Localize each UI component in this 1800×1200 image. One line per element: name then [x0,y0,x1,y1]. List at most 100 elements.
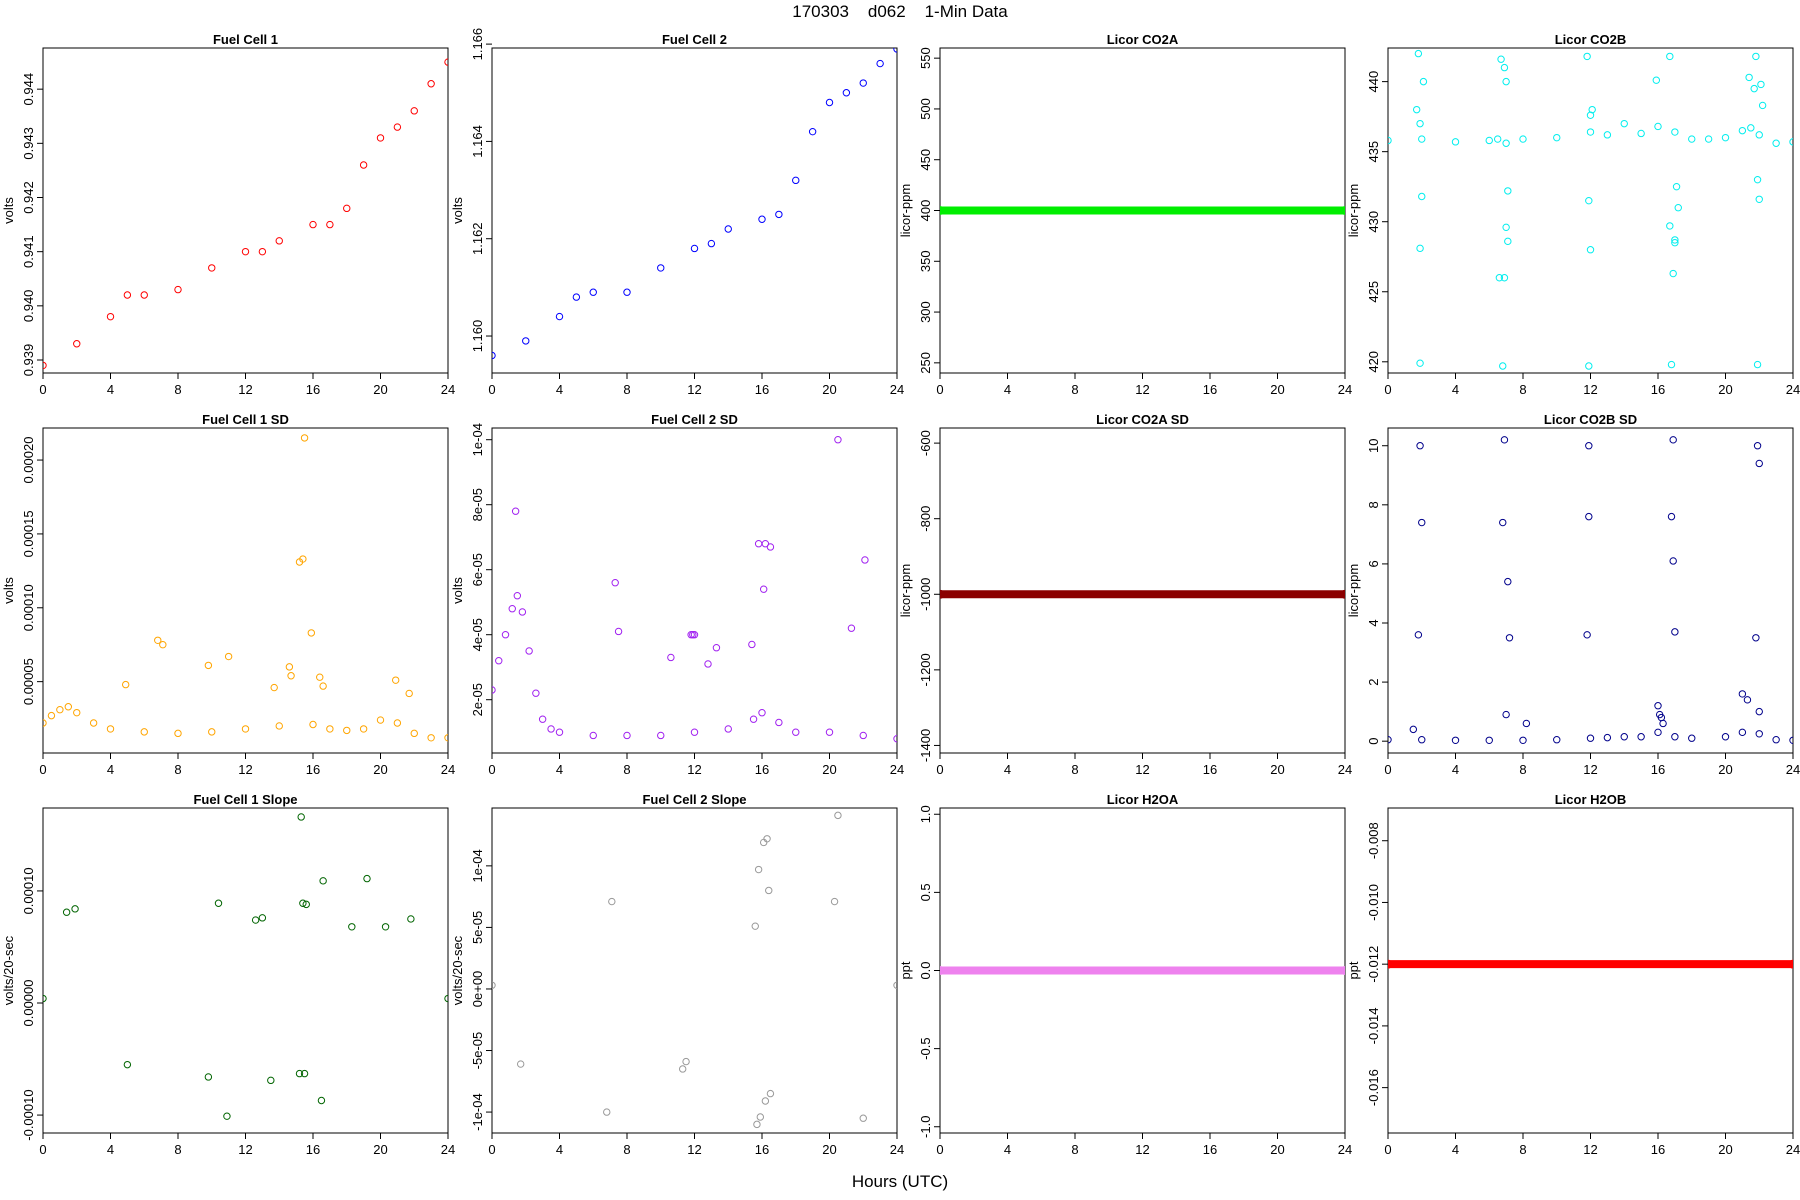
y-tick-label: -0.014 [1366,1007,1381,1044]
data-point [174,729,182,738]
data-point [1585,442,1593,450]
data-point [343,204,351,213]
data-point [1502,77,1510,86]
data-point [1669,557,1677,565]
x-tick-label: 8 [623,1142,630,1157]
y-tick-label: -0.012 [1366,946,1381,983]
data-point [724,225,732,233]
data-point [834,436,842,444]
data-point [1416,442,1424,450]
x-tick-label: 12 [1583,382,1597,397]
data-point [893,735,897,743]
data-point [224,652,233,661]
data-point [1745,73,1753,82]
plot-frame [491,807,898,1134]
data-point [1738,728,1747,737]
y-tick-label: 350 [918,250,933,272]
y-axis-label: licor-ppm [1346,184,1361,237]
data-layer [43,58,448,370]
data-point [532,689,540,697]
data-point [241,725,250,733]
x-tick-label: 12 [687,382,701,397]
y-tick-label: -1400 [918,729,933,762]
data-point [1505,634,1514,642]
y-tick-label: 0.944 [21,73,36,106]
y-tick-label: 4e-05 [470,618,485,651]
data-point [326,725,334,733]
x-tick-label: 20 [1270,1142,1284,1157]
data-point [43,994,47,1003]
x-tick-label: 24 [890,1142,904,1157]
data-point [299,899,307,907]
data-point [1414,631,1423,639]
data-point [1586,734,1595,742]
data-point [1772,736,1780,744]
data-point [241,247,250,256]
x-tick-label: 12 [1135,382,1149,397]
panel-title: Fuel Cell 2 SD [651,412,738,427]
x-tick-label: 4 [1452,762,1459,777]
y-tick-label: 1.166 [470,28,485,61]
data-point [208,728,216,736]
data-point [792,728,800,736]
x-tick-label: 4 [1004,762,1011,777]
panel-co2asd: Licor CO2A SD 0 4 8 12 16 20 24 -1400 -1200 -1000 -… [898,412,1352,777]
data-point [307,629,316,637]
panel-title: Licor CO2A SD [1096,412,1189,427]
data-point [759,585,768,593]
y-tick-label: -0.016 [1366,1069,1381,1106]
data-point [1418,518,1426,527]
y-axis-label: volts [450,197,465,224]
data-point [1620,119,1628,128]
data-point [405,689,413,698]
y-tick-label: -1000 [918,578,933,611]
x-tick-label: 0 [1384,382,1391,397]
data-point [511,507,520,515]
data-point [295,1069,304,1078]
y-tick-label: 425 [1366,281,1381,303]
data-point [572,293,581,301]
data-point [154,636,162,644]
data-point [1659,719,1667,728]
data-point [285,663,294,671]
y-tick-label: -0.010 [1366,884,1381,921]
x-tick-label: 24 [1338,762,1352,777]
data-point [174,285,182,294]
data-point [1419,77,1428,86]
data-point [1671,239,1679,247]
x-tick-label: 12 [1583,762,1597,777]
data-point [501,631,510,639]
data-point [71,905,79,913]
y-tick-label: 0.00020 [21,437,36,484]
data-point [830,897,839,906]
data-point [859,1114,867,1122]
data-point [1637,129,1645,138]
panel-title: Licor CO2B [1555,32,1627,47]
data-point [106,312,115,321]
data-point [538,715,547,723]
x-tick-label: 12 [1583,1142,1597,1157]
data-point [1502,223,1510,232]
data-point [859,79,867,87]
data-point [513,592,522,600]
data-point [407,915,415,923]
data-point [1755,707,1763,716]
data-point [317,1096,326,1105]
x-tick-label: 4 [1004,382,1011,397]
data-point [1500,436,1509,444]
data-point [123,291,132,299]
data-point [1504,577,1512,586]
data-point [326,220,334,229]
x-tick-label: 16 [306,1142,320,1157]
data-point [1738,126,1747,135]
data-point [751,922,759,930]
data-point [859,731,867,740]
data-point [1654,702,1662,710]
data-point [1755,459,1763,468]
data-point [1414,49,1423,58]
data-point [1747,124,1755,132]
x-tick-label: 0 [488,382,495,397]
y-tick-label: 1.162 [470,222,485,255]
plot-frame [491,427,898,754]
data-point [1522,719,1531,728]
